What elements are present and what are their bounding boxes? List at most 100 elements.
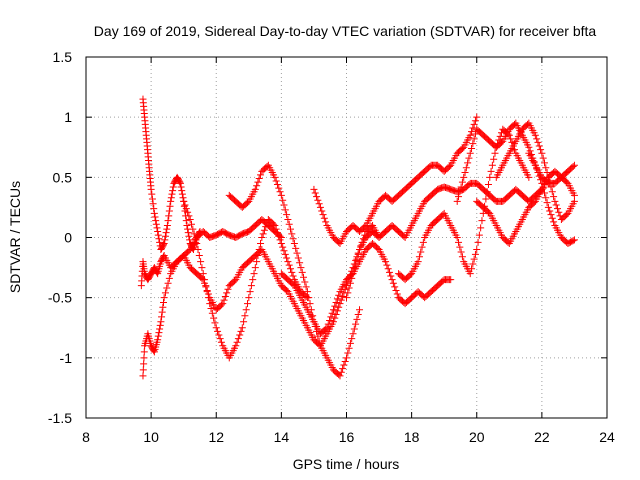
data-point xyxy=(456,188,464,196)
data-point xyxy=(547,211,555,219)
data-point xyxy=(535,172,543,180)
data-point xyxy=(169,183,177,191)
data-point xyxy=(352,260,360,268)
data-point xyxy=(305,294,313,302)
data-point xyxy=(537,146,545,154)
data-point xyxy=(178,187,186,195)
x-tick-label: 20 xyxy=(469,429,485,445)
data-point xyxy=(464,159,472,167)
data-point xyxy=(419,238,427,246)
data-point xyxy=(460,173,468,181)
data-point xyxy=(384,265,392,273)
data-point xyxy=(318,207,326,215)
data-point xyxy=(216,335,224,343)
data-point xyxy=(232,342,240,350)
data-point xyxy=(288,230,296,238)
data-point xyxy=(161,236,169,244)
data-point xyxy=(469,124,477,132)
data-point xyxy=(242,306,250,314)
data-point xyxy=(393,290,401,298)
data-point xyxy=(289,280,297,288)
data-point xyxy=(563,211,571,219)
data-point xyxy=(154,336,162,344)
data-point xyxy=(194,246,202,254)
data-point xyxy=(392,286,400,294)
data-point xyxy=(281,250,289,258)
data-point xyxy=(391,283,399,291)
data-point xyxy=(473,246,481,254)
data-point xyxy=(156,321,164,329)
data-point xyxy=(148,195,156,203)
data-point xyxy=(453,197,461,205)
data-point xyxy=(211,319,219,327)
y-tick-label: 0 xyxy=(64,230,72,246)
data-point xyxy=(290,240,298,248)
data-point xyxy=(244,300,252,308)
data-point xyxy=(247,282,255,290)
data-point xyxy=(297,264,305,272)
data-point xyxy=(374,244,382,252)
y-tick-label: -1 xyxy=(60,350,73,366)
data-point xyxy=(554,205,562,213)
data-point xyxy=(159,241,167,249)
data-point xyxy=(324,320,332,328)
y-tick-label: 1.5 xyxy=(53,49,73,65)
data-point xyxy=(383,261,391,269)
data-point xyxy=(186,215,194,223)
data-point xyxy=(345,344,353,352)
data-point xyxy=(161,289,169,297)
data-point xyxy=(176,179,184,187)
data-point xyxy=(387,272,395,280)
data-point xyxy=(286,225,294,233)
data-point xyxy=(234,335,242,343)
data-point xyxy=(466,131,474,139)
data-point xyxy=(491,149,499,157)
data-points xyxy=(137,95,578,380)
data-point xyxy=(447,276,455,284)
data-point xyxy=(251,185,259,193)
data-point xyxy=(303,288,311,296)
data-point xyxy=(539,184,547,192)
data-point xyxy=(335,291,343,299)
data-point xyxy=(185,232,193,240)
data-point xyxy=(179,194,187,202)
y-axis-ticks: 1.5 1 0.5 0 -0.5 -1 -1.5 xyxy=(48,49,607,426)
data-point xyxy=(158,313,166,321)
data-point xyxy=(198,264,206,272)
data-point xyxy=(219,300,227,308)
data-point xyxy=(346,339,354,347)
data-point xyxy=(208,309,216,317)
data-point xyxy=(176,178,184,186)
y-tick-label: -1.5 xyxy=(48,410,72,426)
data-point xyxy=(283,211,291,219)
data-point xyxy=(487,167,495,175)
data-point xyxy=(311,189,319,197)
data-point xyxy=(165,212,173,220)
data-point xyxy=(302,283,310,291)
data-point xyxy=(535,142,543,150)
data-point xyxy=(477,224,485,232)
data-point xyxy=(207,304,215,312)
data-point xyxy=(181,201,189,209)
data-point xyxy=(214,327,222,335)
data-point xyxy=(148,190,156,198)
data-point xyxy=(540,189,548,197)
data-point xyxy=(548,214,556,222)
y-tick-label: 1 xyxy=(64,109,72,125)
data-point xyxy=(348,274,356,282)
data-point xyxy=(542,194,550,202)
data-point xyxy=(339,292,347,300)
data-point xyxy=(531,161,539,169)
data-point xyxy=(343,354,350,362)
data-point xyxy=(470,135,478,143)
data-point xyxy=(262,223,270,231)
data-point xyxy=(349,270,357,278)
data-point xyxy=(332,311,340,319)
data-point xyxy=(272,225,280,233)
x-tick-label: 18 xyxy=(404,429,420,445)
data-point xyxy=(359,235,367,243)
data-point xyxy=(153,268,161,276)
data-point xyxy=(285,261,293,269)
data-point xyxy=(468,128,476,136)
